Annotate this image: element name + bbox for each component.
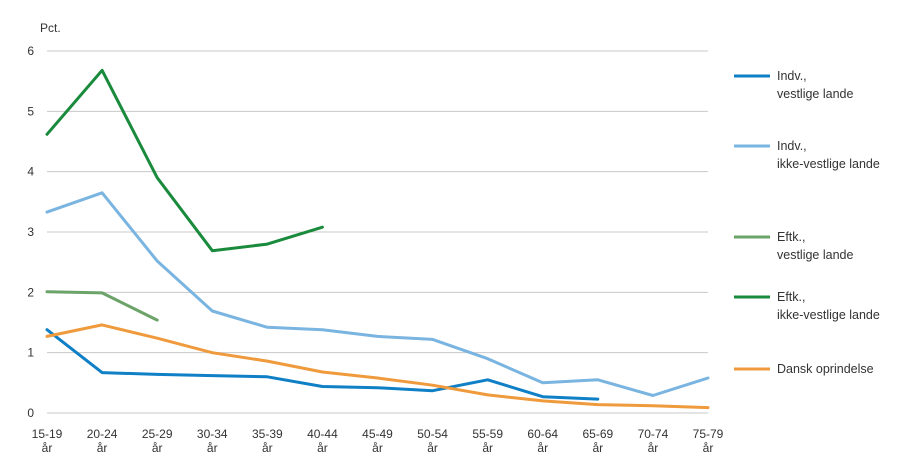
x-tick-label-line: år	[317, 441, 328, 455]
series-line-3	[45, 68, 324, 253]
y-tick-label: 4	[27, 165, 34, 179]
x-tick-label-line: 45-49	[362, 427, 393, 441]
x-tick-label-line: 70-74	[638, 427, 669, 441]
y-tick-label: 5	[27, 104, 34, 118]
y-tick-label: 0	[27, 406, 34, 420]
series-lines	[45, 68, 710, 410]
legend-label: Eftk., ikke-vestlige lande	[777, 290, 880, 322]
legend-label-line: Indv.,	[777, 139, 807, 153]
legend-label-line: Indv.,	[777, 69, 807, 83]
x-tick-label-line: 55-59	[472, 427, 503, 441]
legend-label: Eftk., vestlige lande	[777, 230, 853, 262]
legend-label-line: vestlige lande	[777, 248, 853, 262]
series-line-4	[45, 323, 710, 410]
x-tick-label-line: 35-39	[252, 427, 283, 441]
x-tick-label: 20-24 år	[87, 427, 118, 455]
x-tick-label: 70-74 år	[638, 427, 669, 455]
x-tick-label-line: år	[482, 441, 493, 455]
x-tick-label-line: 50-54	[417, 427, 448, 441]
x-tick-label-line: år	[262, 441, 273, 455]
x-tick-label-line: 15-19	[32, 427, 63, 441]
legend-item: Eftk., ikke-vestlige lande	[734, 290, 880, 322]
x-tick-label: 65-69 år	[582, 427, 613, 455]
legend-label-line: vestlige lande	[777, 87, 853, 101]
x-tick-label: 60-64 år	[527, 427, 558, 455]
legend-item: Eftk., vestlige lande	[734, 230, 853, 262]
x-tick-label-line: år	[97, 441, 108, 455]
legend-label-line: Dansk oprindelse	[777, 362, 874, 376]
legend-label: Dansk oprindelse	[777, 362, 874, 376]
legend-label-line: ikke-vestlige lande	[777, 308, 880, 322]
legend-item: Dansk oprindelse	[734, 362, 874, 376]
x-tick-label: 45-49 år	[362, 427, 393, 455]
y-axis-ticks: 0 1 2 3 4 5 6	[27, 44, 34, 420]
y-axis-label: Pct.	[40, 21, 61, 35]
x-tick-label-line: 65-69	[582, 427, 613, 441]
series-line-1	[45, 191, 710, 397]
legend-label-line: Eftk.,	[777, 290, 805, 304]
x-tick-label: 75-79 år	[693, 427, 724, 455]
legend: Indv., vestlige lande Indv., ikke-vestlige …	[734, 69, 880, 376]
x-tick-label-line: år	[537, 441, 548, 455]
legend-label: Indv., vestlige lande	[777, 69, 853, 101]
x-tick-label-line: 30-34	[197, 427, 228, 441]
x-tick-label: 40-44 år	[307, 427, 338, 455]
x-tick-label-line: år	[152, 441, 163, 455]
x-tick-label: 55-59 år	[472, 427, 503, 455]
legend-label-line: ikke-vestlige lande	[777, 157, 880, 171]
y-tick-label: 3	[27, 225, 34, 239]
x-tick-label: 25-29 år	[142, 427, 173, 455]
x-tick-label-line: 60-64	[527, 427, 558, 441]
y-tick-label: 2	[27, 285, 34, 299]
x-tick-label: 35-39 år	[252, 427, 283, 455]
y-tick-label: 6	[27, 44, 34, 58]
x-tick-label-line: 25-29	[142, 427, 173, 441]
x-tick-label-line: år	[207, 441, 218, 455]
legend-item: Indv., ikke-vestlige lande	[734, 139, 880, 171]
gridlines	[47, 50, 708, 414]
legend-label-line: Eftk.,	[777, 230, 805, 244]
x-tick-label-line: år	[592, 441, 603, 455]
x-tick-label-line: 20-24	[87, 427, 118, 441]
y-tick-label: 1	[27, 346, 34, 360]
x-tick-label-line: år	[427, 441, 438, 455]
x-tick-label-line: år	[42, 441, 53, 455]
x-tick-label-line: år	[703, 441, 714, 455]
x-tick-label: 15-19 år	[32, 427, 63, 455]
x-tick-label-line: år	[648, 441, 659, 455]
legend-item: Indv., vestlige lande	[734, 69, 853, 101]
series-line-2	[45, 290, 159, 322]
x-tick-label-line: 75-79	[693, 427, 724, 441]
x-tick-label-line: år	[372, 441, 383, 455]
x-tick-label: 30-34 år	[197, 427, 228, 455]
series-line-0	[45, 328, 600, 401]
x-tick-label: 50-54 år	[417, 427, 448, 455]
legend-label: Indv., ikke-vestlige lande	[777, 139, 880, 171]
x-tick-label-line: 40-44	[307, 427, 338, 441]
